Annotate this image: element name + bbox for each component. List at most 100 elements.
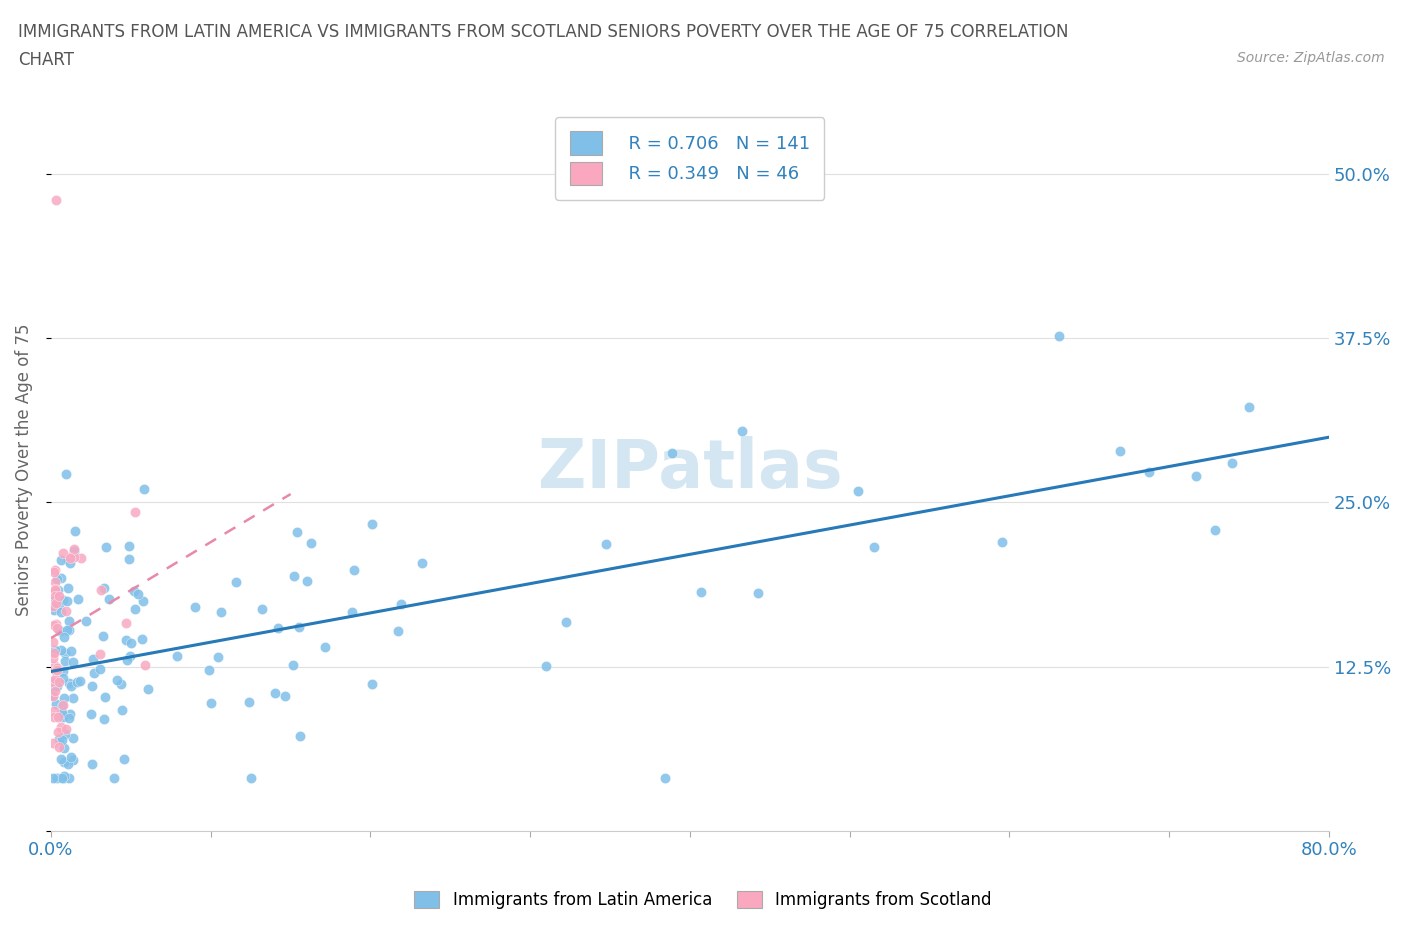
Point: [42, 599, 65, 614]
Point: [58, 711, 80, 725]
Point: [55, 467, 77, 482]
Point: [53, 645, 76, 660]
Point: [314, 640, 336, 655]
Point: [58, 675, 80, 690]
Point: [360, 516, 382, 531]
Point: [53, 754, 76, 769]
Point: [53, 769, 76, 784]
Point: [411, 555, 433, 570]
Point: [285, 525, 308, 539]
Point: [654, 771, 676, 786]
Point: [44, 643, 66, 658]
Point: [93, 580, 115, 595]
Point: [93, 690, 115, 705]
Point: [264, 685, 287, 700]
Point: [66, 592, 89, 607]
Point: [48, 739, 70, 754]
Point: [93, 711, 115, 726]
Point: [118, 551, 141, 566]
Point: [103, 771, 125, 786]
Point: [132, 594, 155, 609]
Point: [44, 565, 66, 579]
Point: [46, 710, 69, 724]
Point: [45, 571, 67, 586]
Point: [1204, 523, 1226, 538]
Point: [225, 574, 247, 589]
Point: [63, 524, 86, 538]
Point: [83, 665, 105, 680]
Point: [120, 648, 142, 663]
Point: [389, 596, 412, 611]
Point: [45, 193, 67, 207]
Point: [49, 719, 72, 734]
Point: [44, 575, 66, 590]
Point: [55, 604, 77, 618]
Point: [360, 677, 382, 692]
Point: [387, 624, 409, 639]
Point: [252, 602, 274, 617]
Point: [62, 690, 84, 705]
Point: [105, 673, 128, 688]
Point: [56, 594, 79, 609]
Point: [44, 589, 66, 604]
Point: [42, 651, 65, 666]
Point: [60, 644, 83, 658]
Point: [44, 671, 66, 686]
Point: [117, 653, 139, 668]
Point: [124, 505, 146, 520]
Point: [340, 604, 363, 619]
Legend:   R = 0.706   N = 141,   R = 0.349   N = 46: R = 0.706 N = 141, R = 0.349 N = 46: [555, 117, 824, 200]
Point: [44, 684, 66, 698]
Point: [46, 771, 69, 786]
Point: [45, 595, 67, 610]
Point: [42, 674, 65, 689]
Point: [56, 552, 79, 567]
Point: [120, 635, 142, 650]
Point: [1220, 456, 1243, 471]
Point: [110, 676, 132, 691]
Point: [1109, 444, 1132, 458]
Point: [166, 649, 188, 664]
Point: [127, 586, 149, 601]
Point: [991, 534, 1014, 549]
Point: [80, 678, 103, 693]
Point: [49, 571, 72, 586]
Text: IMMIGRANTS FROM LATIN AMERICA VS IMMIGRANTS FROM SCOTLAND SENIORS POVERTY OVER T: IMMIGRANTS FROM LATIN AMERICA VS IMMIGRA…: [18, 23, 1069, 41]
Point: [63, 544, 86, 559]
Point: [56, 623, 79, 638]
Point: [299, 535, 322, 550]
Point: [48, 624, 70, 639]
Point: [124, 602, 146, 617]
Point: [62, 752, 84, 767]
Point: [80, 756, 103, 771]
Point: [49, 552, 72, 567]
Point: [131, 631, 153, 646]
Point: [59, 679, 82, 694]
Point: [97, 591, 120, 606]
Point: [70, 551, 93, 565]
Point: [52, 545, 75, 560]
Point: [848, 484, 870, 498]
Point: [45, 617, 67, 631]
Point: [48, 588, 70, 603]
Point: [747, 585, 769, 600]
Point: [690, 584, 713, 599]
Point: [44, 563, 66, 578]
Point: [58, 580, 80, 595]
Point: [290, 728, 312, 743]
Point: [51, 705, 73, 720]
Point: [45, 660, 67, 675]
Point: [48, 674, 70, 689]
Point: [1137, 465, 1160, 480]
Point: [343, 563, 366, 578]
Point: [52, 698, 75, 712]
Point: [534, 658, 557, 673]
Point: [274, 688, 297, 703]
Point: [56, 756, 79, 771]
Point: [661, 445, 683, 460]
Point: [209, 604, 232, 619]
Point: [52, 663, 75, 678]
Point: [42, 688, 65, 703]
Point: [555, 615, 578, 630]
Point: [595, 537, 617, 551]
